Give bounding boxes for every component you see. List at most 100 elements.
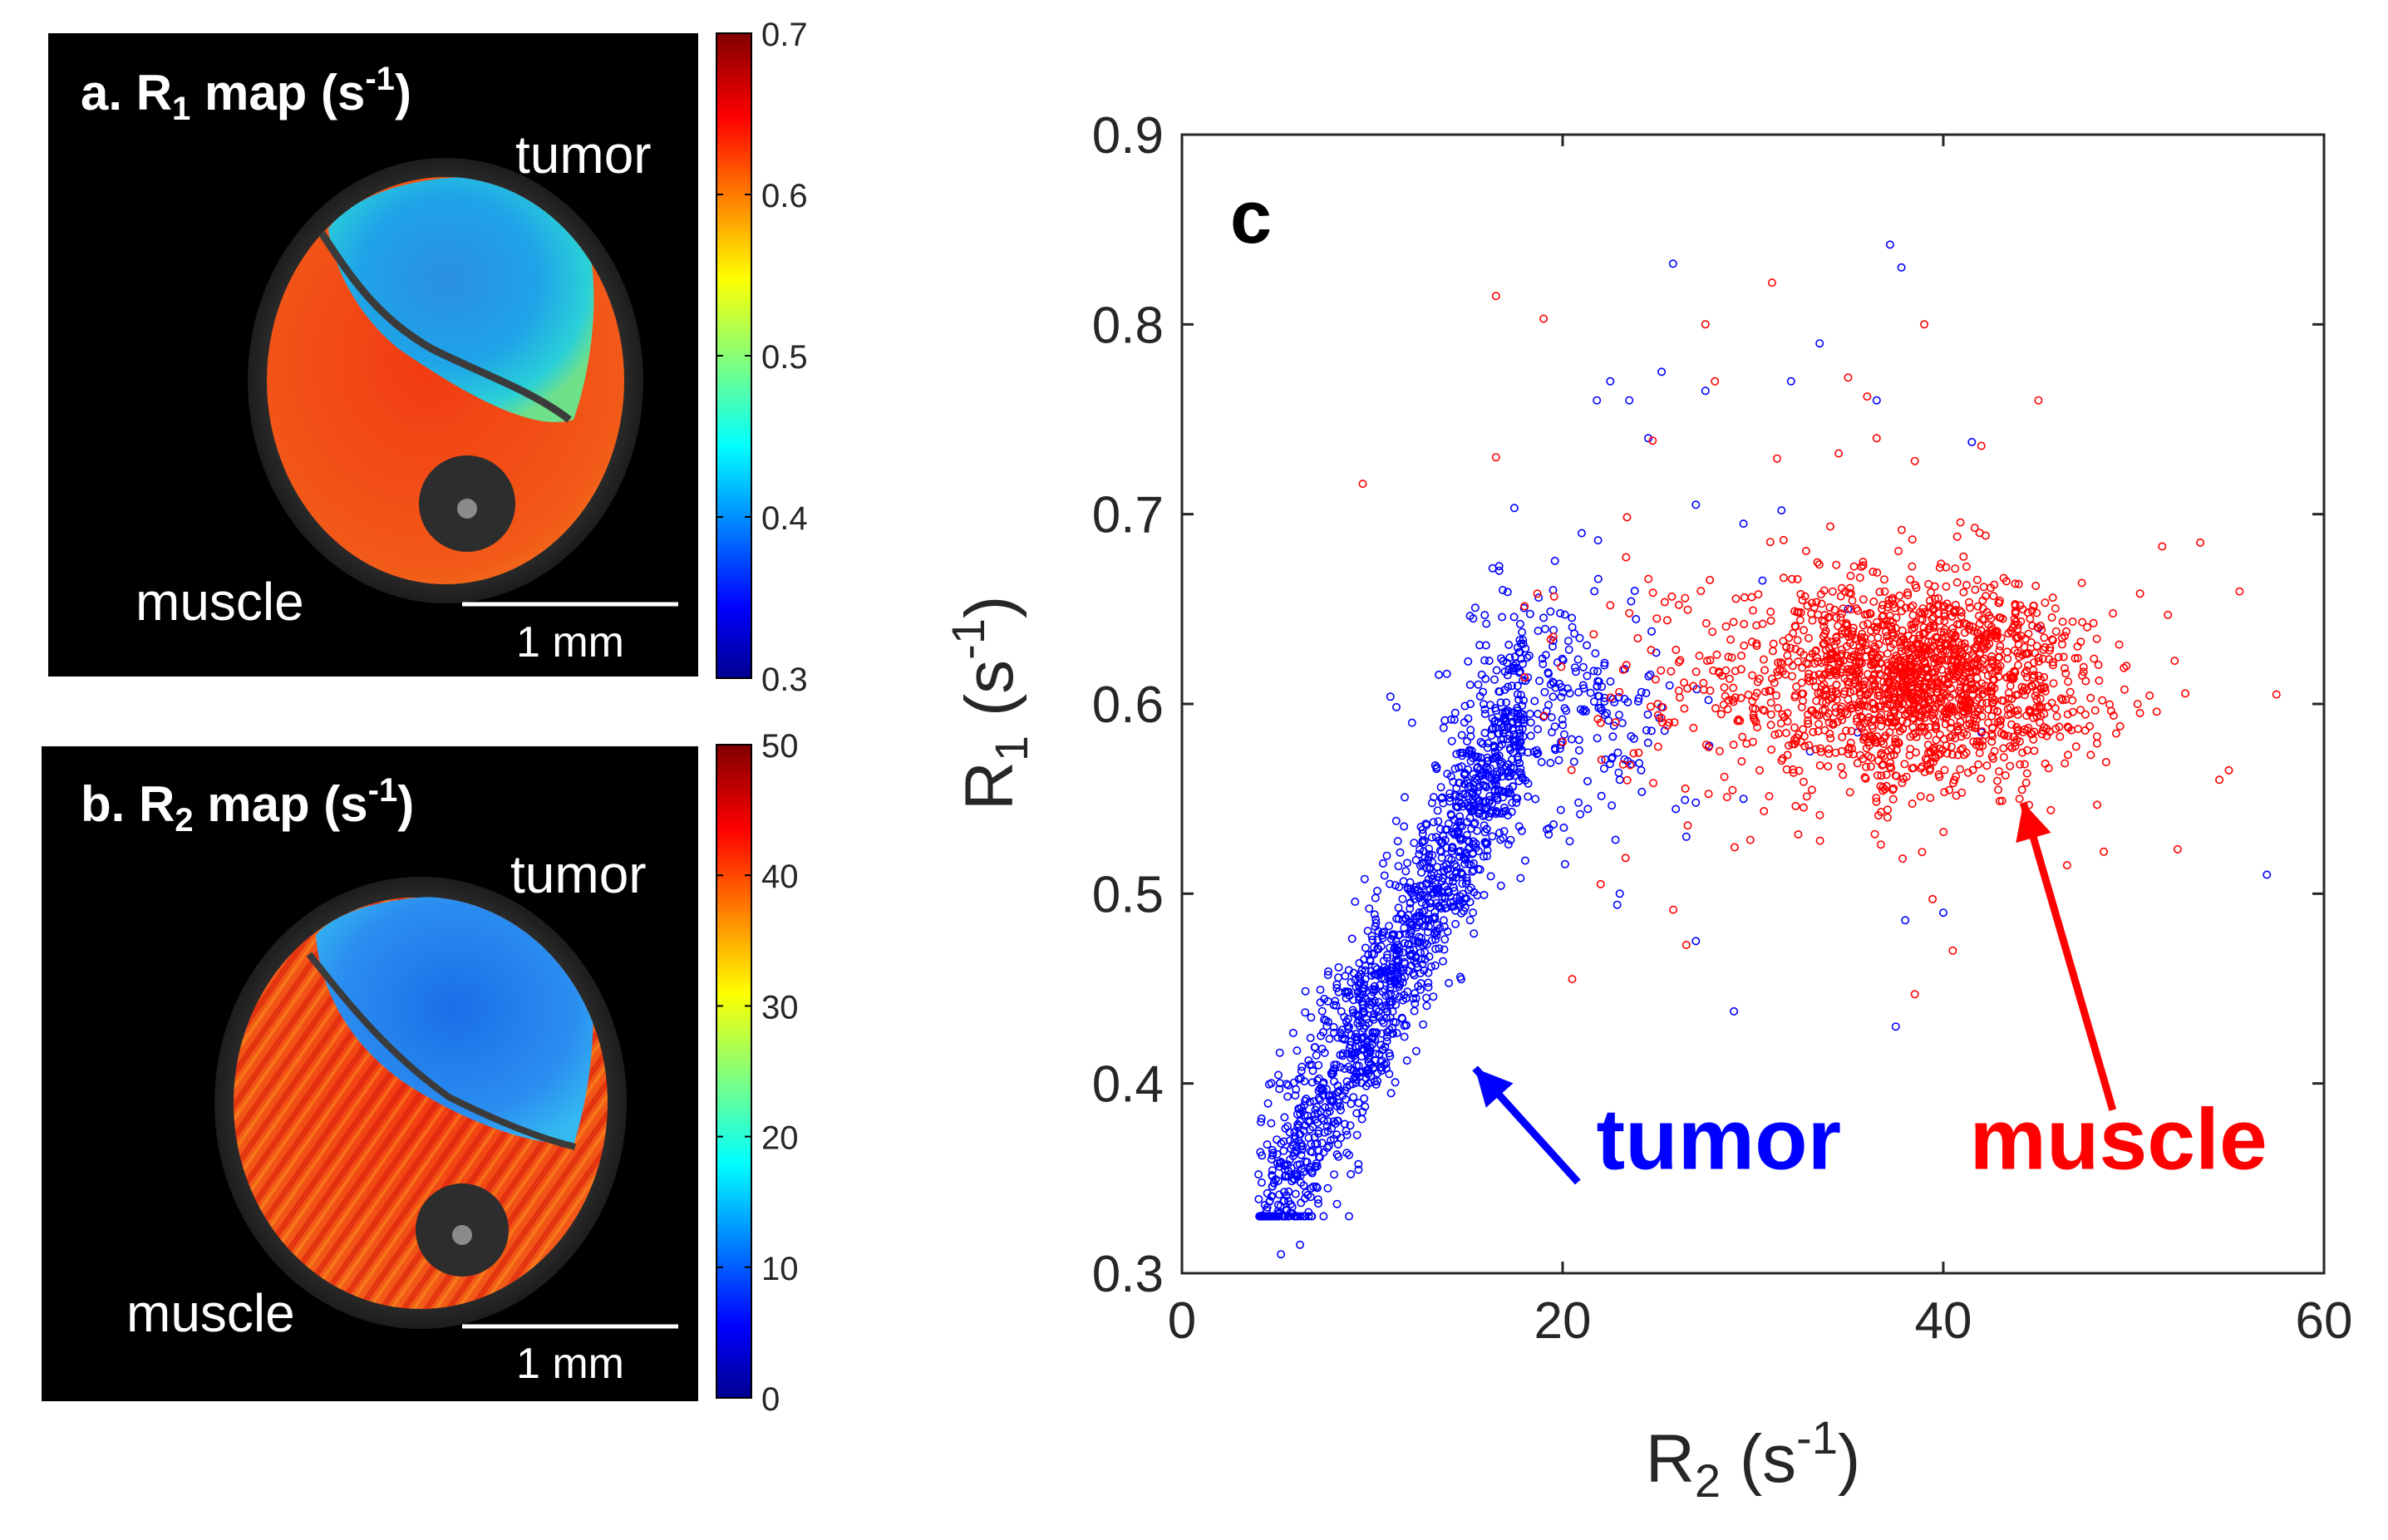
tumor-point <box>1424 982 1433 991</box>
tumor-point <box>1347 934 1356 943</box>
panel-a-colorbar-ticks: 0.70.60.50.40.3 <box>716 17 808 698</box>
muscle-point <box>1952 532 1962 541</box>
muscle-point <box>1622 513 1632 522</box>
tumor-point <box>1484 657 1494 666</box>
muscle-point <box>1782 728 1791 737</box>
tumor-point <box>1279 1146 1288 1155</box>
muscle-point <box>1848 627 1857 636</box>
muscle-point <box>1766 698 1775 707</box>
tumor-point <box>1786 376 1795 386</box>
muscle-point <box>1855 721 1864 730</box>
tumor-point <box>1366 1060 1376 1069</box>
muscle-point <box>1549 632 1558 642</box>
tumor-point <box>1593 536 1603 545</box>
tumor-point <box>1480 709 1489 718</box>
tumor-point <box>1354 1159 1363 1169</box>
tumor-point <box>1525 709 1534 718</box>
tumor-point <box>1292 1160 1302 1169</box>
muscle-point <box>1988 731 1997 740</box>
tumor-point <box>1425 903 1435 912</box>
muscle-point <box>2101 757 2110 766</box>
muscle-point <box>1701 320 1710 329</box>
muscle-point <box>1903 631 1913 640</box>
muscle-point <box>1795 616 1805 625</box>
muscle-point <box>1948 705 1957 714</box>
muscle-point <box>1750 704 1760 713</box>
tumor-point <box>1642 726 1651 735</box>
tumor-point <box>1280 1160 1289 1169</box>
tumor-point <box>1346 1121 1355 1130</box>
muscle-point <box>1876 659 1885 668</box>
tumor-point <box>1503 588 1512 597</box>
tumor-point <box>1324 1141 1333 1150</box>
tumor-point <box>1483 743 1492 752</box>
muscle-point <box>1729 683 1738 692</box>
tumor-point <box>1373 935 1382 944</box>
tumor-point <box>1316 986 1325 995</box>
muscle-point <box>1813 558 1822 567</box>
tumor-annotation: tumor <box>1596 1091 1841 1188</box>
tumor-point <box>1419 1020 1428 1029</box>
muscle-point <box>2080 726 2090 735</box>
muscle-point <box>1933 684 1942 693</box>
muscle-point <box>1824 709 1834 718</box>
tumor-point <box>1352 1130 1361 1139</box>
muscle-point <box>2164 610 2173 619</box>
muscle-point <box>2224 765 2233 775</box>
tumor-point <box>1511 794 1520 803</box>
tumor-point <box>1508 681 1517 691</box>
tumor-point <box>1434 817 1443 826</box>
tumor-point <box>1574 798 1583 807</box>
muscle-point <box>2158 542 2167 551</box>
tumor-point <box>1275 1162 1284 1171</box>
tumor-point <box>1451 906 1460 915</box>
tumor-point <box>1505 771 1514 780</box>
muscle-point <box>1971 652 1980 662</box>
muscle-point <box>2048 636 2057 645</box>
muscle-point <box>1925 766 1934 775</box>
tumor-point <box>1257 1178 1266 1187</box>
muscle-point <box>1956 765 1965 774</box>
tumor-point <box>1575 633 1584 642</box>
muscle-point <box>1854 647 1863 657</box>
muscle-point <box>1888 785 1898 795</box>
tumor-point <box>1367 932 1376 941</box>
tumor-point <box>1504 787 1514 796</box>
x-tick-label: 0 <box>1168 1292 1196 1350</box>
muscle-point <box>1834 657 1844 667</box>
tumor-point <box>1470 802 1479 811</box>
tumor-point <box>1568 613 1577 622</box>
tumor-point <box>1469 908 1478 918</box>
tumor-point <box>1437 904 1446 913</box>
muscle-point <box>1863 610 1872 619</box>
muscle-point <box>1935 563 1944 573</box>
tumor-point <box>1583 641 1592 650</box>
muscle-point <box>1881 731 1890 740</box>
tumor-point <box>1379 859 1388 868</box>
tumor-point <box>1704 696 1713 705</box>
tumor-point <box>1365 904 1374 913</box>
tumor-point <box>1506 835 1515 844</box>
tumor-point <box>1550 556 1559 565</box>
panel-c-label: c <box>1230 176 1272 259</box>
tumor-point <box>1440 935 1450 944</box>
tumor-point <box>1540 687 1549 696</box>
tumor-point <box>1578 706 1588 716</box>
tumor-point <box>1380 927 1389 937</box>
tumor-point <box>1409 945 1418 954</box>
tumor-point <box>1332 983 1342 992</box>
muscle-point <box>1766 710 1775 719</box>
muscle-point <box>2011 609 2020 618</box>
tumor-point <box>1317 1006 1327 1016</box>
muscle-point <box>1646 702 1655 711</box>
tumor-point <box>1386 989 1396 998</box>
tumor-point <box>1901 916 1910 925</box>
muscle-point <box>1993 776 2002 785</box>
tumor-point <box>1504 682 1513 691</box>
muscle-point <box>1965 621 1974 630</box>
muscle-point <box>1811 681 1820 691</box>
muscle-point <box>1883 813 1892 822</box>
muscle-point <box>2020 760 2029 769</box>
tumor-point <box>1386 692 1395 701</box>
muscle-point <box>1724 652 1733 662</box>
